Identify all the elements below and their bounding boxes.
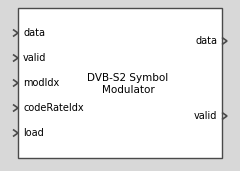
Text: modIdx: modIdx (23, 78, 59, 88)
Text: Modulator: Modulator (102, 85, 154, 95)
Text: codeRateIdx: codeRateIdx (23, 103, 84, 113)
Bar (18, 8, 222, 158)
Text: valid: valid (194, 111, 217, 121)
Text: data: data (195, 36, 217, 46)
Text: data: data (23, 28, 45, 38)
Text: DVB-S2 Symbol: DVB-S2 Symbol (87, 73, 169, 83)
Text: load: load (23, 128, 44, 138)
Text: valid: valid (23, 53, 46, 63)
